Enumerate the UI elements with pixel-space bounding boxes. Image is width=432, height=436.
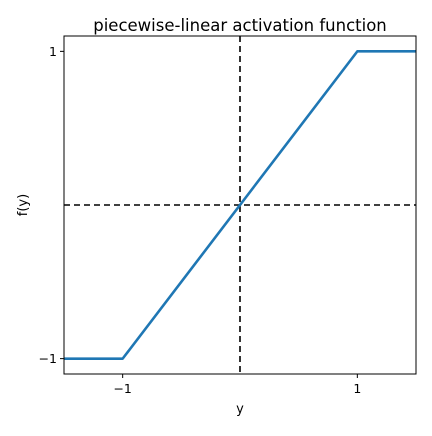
x-axis-label: y — [236, 402, 244, 417]
y-tick-label: 1 — [49, 44, 57, 59]
tick-layer: −1 1 −1 1 — [39, 44, 362, 396]
plot-frame — [63, 35, 417, 375]
y-axis-label: f(y) — [16, 194, 31, 216]
x-tick-label: −1 — [113, 381, 131, 396]
chart-title: piecewise-linear activation function — [93, 16, 387, 35]
series-layer — [64, 50, 416, 360]
y-tick-label: −1 — [39, 351, 57, 366]
series-line — [64, 50, 416, 360]
x-tick-label: 1 — [353, 381, 361, 396]
